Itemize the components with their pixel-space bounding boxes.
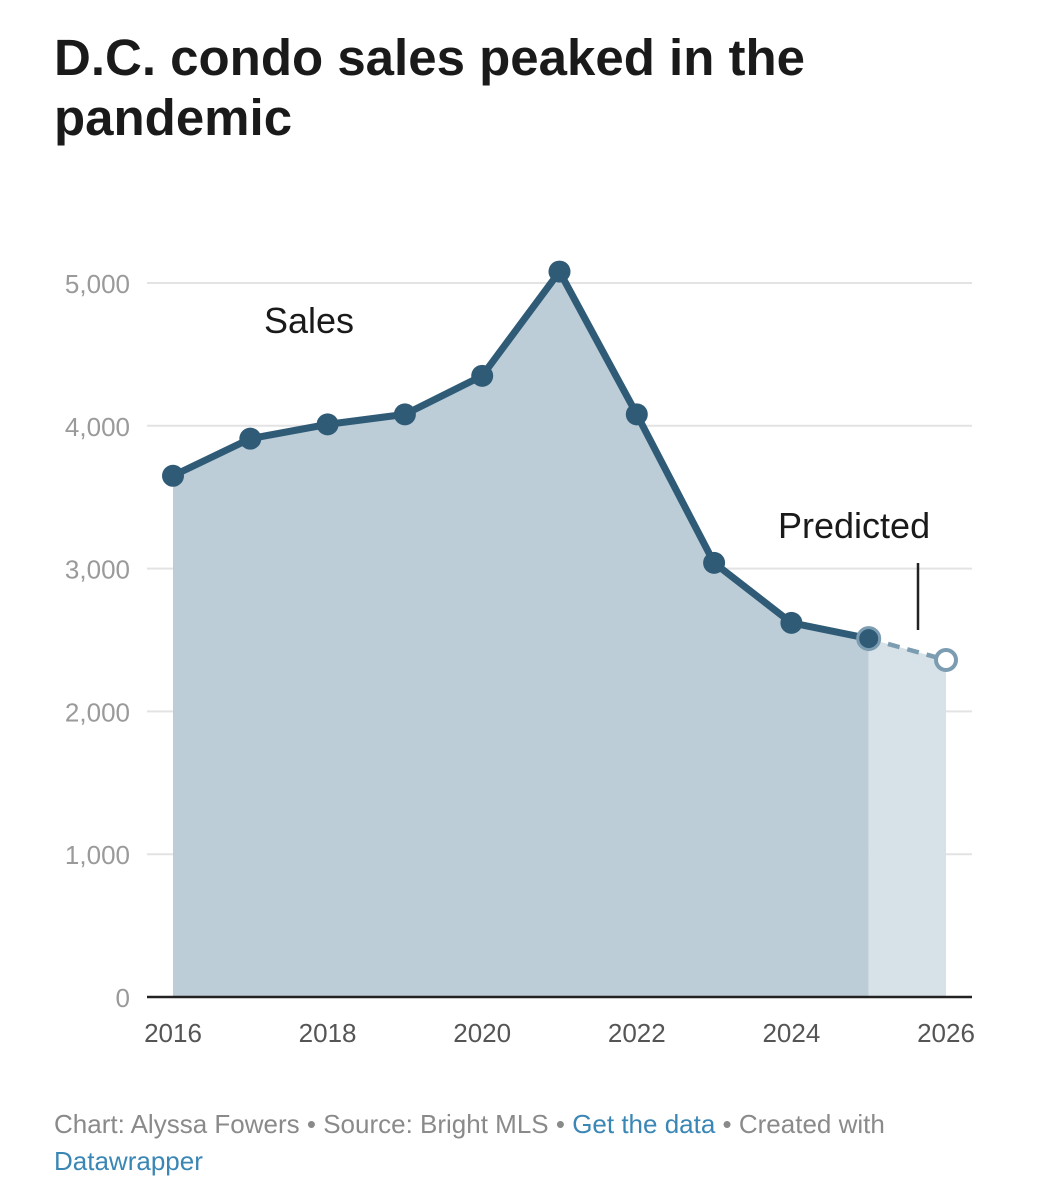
y-axis-labels: 0 1,000 2,000 3,000 4,000 5,000 (65, 269, 130, 1013)
area-fills (173, 271, 946, 997)
data-point (625, 403, 648, 426)
datawrapper-link[interactable]: Datawrapper (54, 1146, 203, 1176)
footer-separator: • (548, 1109, 573, 1139)
sales-series-label: Sales (264, 300, 354, 341)
y-tick-label: 0 (116, 983, 130, 1013)
x-tick-label: 2024 (762, 1018, 820, 1048)
x-tick-label: 2016 (144, 1018, 202, 1048)
chart-credit: Chart: Alyssa Fowers (54, 1109, 300, 1139)
chart-footer: Chart: Alyssa Fowers • Source: Bright ML… (54, 1106, 994, 1180)
footer-separator: • (299, 1109, 324, 1139)
chart-title: D.C. condo sales peaked in the pandemic (54, 29, 806, 146)
created-with-text: Created with (738, 1109, 885, 1139)
x-tick-label: 2020 (453, 1018, 511, 1048)
y-tick-label: 3,000 (65, 555, 130, 585)
x-tick-label: 2026 (917, 1018, 975, 1048)
data-point (393, 403, 416, 426)
data-point (162, 464, 184, 487)
source-credit: Source: Bright MLS (323, 1109, 549, 1139)
sales-series (162, 260, 958, 672)
x-axis-labels: 2016 2018 2020 2022 2024 2026 (144, 1018, 975, 1048)
predicted-area (868, 638, 946, 997)
predicted-label: Predicted (778, 505, 930, 546)
get-the-data-link[interactable]: Get the data (572, 1109, 716, 1139)
y-tick-label: 5,000 (65, 269, 130, 299)
data-point (703, 551, 726, 574)
predicted-line (868, 636, 947, 663)
y-tick-label: 1,000 (65, 840, 130, 870)
data-point (856, 626, 882, 652)
x-tick-label: 2018 (299, 1018, 357, 1048)
data-point (780, 611, 803, 634)
predicted-point (934, 647, 958, 672)
data-point (316, 413, 339, 436)
sales-area (173, 271, 869, 997)
annotations: Sales Predicted (264, 300, 930, 630)
sales-line (169, 268, 873, 643)
x-tick-label: 2022 (608, 1018, 666, 1048)
data-point (239, 427, 262, 450)
data-point (548, 260, 571, 283)
y-tick-label: 4,000 (65, 412, 130, 442)
footer-separator: • (715, 1109, 739, 1139)
y-tick-label: 2,000 (65, 697, 130, 727)
data-point (471, 364, 494, 387)
